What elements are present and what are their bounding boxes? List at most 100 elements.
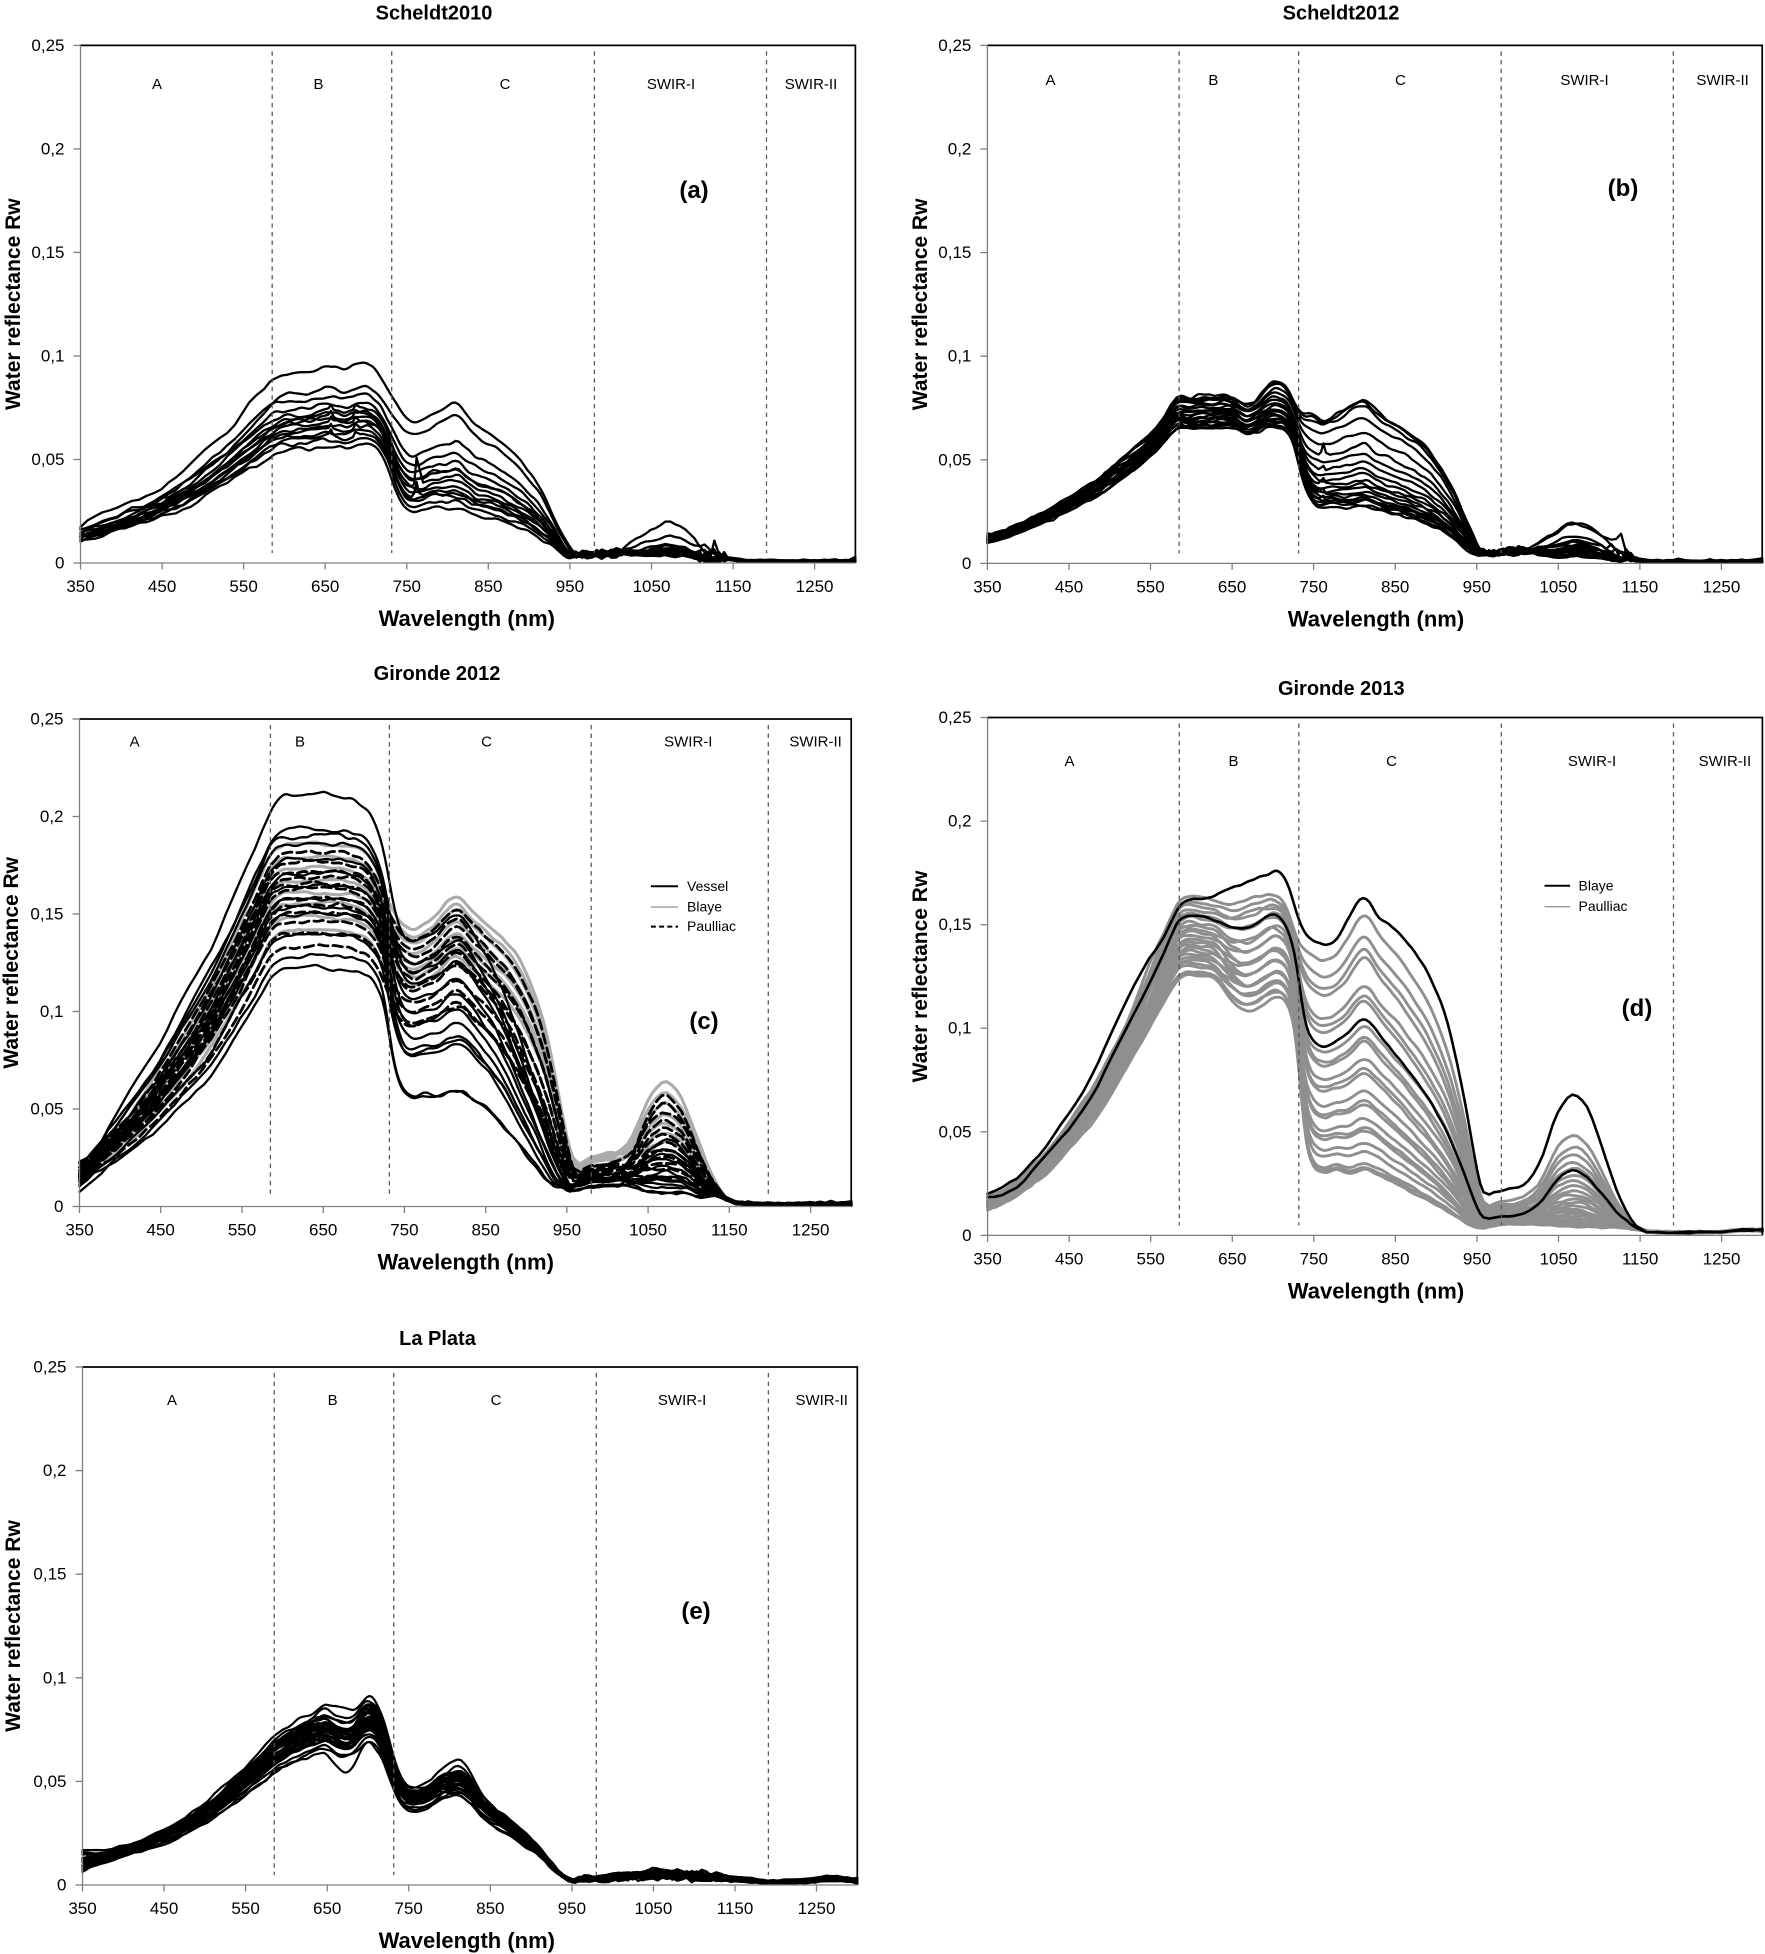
svg-text:SWIR-I: SWIR-I xyxy=(658,1392,706,1409)
svg-text:SWIR-I: SWIR-I xyxy=(647,76,695,93)
svg-text:B: B xyxy=(328,1392,338,1409)
svg-text:850: 850 xyxy=(472,1221,500,1240)
svg-text:650: 650 xyxy=(313,1899,341,1918)
svg-text:0,05: 0,05 xyxy=(31,450,64,469)
svg-text:1150: 1150 xyxy=(1622,1249,1659,1268)
svg-text:Paulliac: Paulliac xyxy=(687,918,736,934)
svg-text:0,2: 0,2 xyxy=(43,1461,67,1480)
svg-text:Water reflectance Rw: Water reflectance Rw xyxy=(2,1520,25,1732)
svg-text:C: C xyxy=(481,734,492,751)
svg-text:550: 550 xyxy=(228,1221,256,1240)
svg-text:0,2: 0,2 xyxy=(41,139,65,158)
svg-text:0,1: 0,1 xyxy=(41,347,65,366)
svg-text:750: 750 xyxy=(390,1221,418,1240)
svg-text:950: 950 xyxy=(1463,577,1491,596)
svg-text:0: 0 xyxy=(54,1197,63,1216)
svg-text:0,25: 0,25 xyxy=(33,1358,66,1377)
svg-text:950: 950 xyxy=(556,577,584,596)
svg-text:SWIR-I: SWIR-I xyxy=(664,734,712,751)
svg-text:350: 350 xyxy=(973,1249,1001,1268)
svg-text:850: 850 xyxy=(1381,1249,1409,1268)
svg-text:450: 450 xyxy=(148,577,176,596)
svg-text:350: 350 xyxy=(68,1899,96,1918)
svg-text:Wavelength (nm): Wavelength (nm) xyxy=(377,1250,553,1275)
svg-text:0,1: 0,1 xyxy=(948,347,972,366)
svg-text:0: 0 xyxy=(962,1226,971,1245)
svg-text:0,15: 0,15 xyxy=(30,905,63,924)
svg-text:750: 750 xyxy=(393,577,421,596)
svg-text:(e): (e) xyxy=(681,1598,710,1625)
svg-text:0,2: 0,2 xyxy=(40,807,64,826)
svg-text:0: 0 xyxy=(962,554,971,573)
svg-text:A: A xyxy=(1045,72,1055,89)
svg-text:0,1: 0,1 xyxy=(40,1002,64,1021)
svg-text:0,05: 0,05 xyxy=(33,1772,66,1791)
svg-text:1250: 1250 xyxy=(1703,1249,1741,1268)
svg-text:950: 950 xyxy=(553,1221,581,1240)
svg-text:1250: 1250 xyxy=(796,577,834,596)
svg-text:650: 650 xyxy=(311,577,339,596)
svg-text:SWIR-II: SWIR-II xyxy=(1696,72,1749,89)
svg-text:550: 550 xyxy=(1137,1249,1165,1268)
svg-text:(d): (d) xyxy=(1622,995,1653,1022)
svg-text:850: 850 xyxy=(474,577,502,596)
svg-text:Gironde 2013: Gironde 2013 xyxy=(1278,678,1405,700)
svg-text:Water reflectance Rw: Water reflectance Rw xyxy=(909,870,932,1082)
svg-text:SWIR-II: SWIR-II xyxy=(785,76,838,93)
svg-text:550: 550 xyxy=(1136,577,1164,596)
svg-text:0: 0 xyxy=(57,1876,66,1895)
svg-text:850: 850 xyxy=(476,1899,504,1918)
svg-text:1050: 1050 xyxy=(1540,1249,1578,1268)
svg-text:B: B xyxy=(313,76,323,93)
svg-text:Scheldt2010: Scheldt2010 xyxy=(376,3,493,25)
svg-text:1150: 1150 xyxy=(715,577,752,596)
svg-text:950: 950 xyxy=(558,1899,586,1918)
svg-text:750: 750 xyxy=(1299,577,1327,596)
svg-text:SWIR-I: SWIR-I xyxy=(1560,72,1608,89)
svg-text:0,15: 0,15 xyxy=(938,243,971,262)
svg-text:0,2: 0,2 xyxy=(948,140,972,159)
svg-text:Water reflectance Rw: Water reflectance Rw xyxy=(909,198,932,410)
svg-text:0,25: 0,25 xyxy=(31,36,64,55)
svg-text:A: A xyxy=(167,1392,177,1409)
svg-text:1250: 1250 xyxy=(798,1899,836,1918)
svg-text:Wavelength (nm): Wavelength (nm) xyxy=(379,1928,555,1953)
svg-text:1050: 1050 xyxy=(633,577,671,596)
svg-text:C: C xyxy=(1395,72,1406,89)
svg-text:0,15: 0,15 xyxy=(31,243,64,262)
svg-text:350: 350 xyxy=(65,1221,93,1240)
svg-text:0,25: 0,25 xyxy=(30,710,63,729)
svg-text:550: 550 xyxy=(229,577,257,596)
svg-text:1150: 1150 xyxy=(711,1221,748,1240)
svg-text:Water reflectance Rw: Water reflectance Rw xyxy=(2,198,25,410)
svg-text:0,15: 0,15 xyxy=(33,1565,66,1584)
svg-text:350: 350 xyxy=(66,577,94,596)
svg-text:1250: 1250 xyxy=(1702,577,1740,596)
svg-text:0,05: 0,05 xyxy=(939,1122,972,1141)
svg-text:650: 650 xyxy=(1218,577,1246,596)
svg-text:450: 450 xyxy=(150,1899,178,1918)
svg-text:A: A xyxy=(1064,753,1074,770)
svg-text:Gironde 2012: Gironde 2012 xyxy=(374,663,501,685)
svg-text:B: B xyxy=(295,734,305,751)
svg-text:La Plata: La Plata xyxy=(399,1328,477,1350)
svg-text:Water reflectance Rw: Water reflectance Rw xyxy=(0,856,23,1068)
svg-text:550: 550 xyxy=(231,1899,259,1918)
svg-text:(b): (b) xyxy=(1608,175,1639,202)
svg-text:0,25: 0,25 xyxy=(938,36,971,55)
svg-text:0: 0 xyxy=(55,554,64,573)
svg-text:1050: 1050 xyxy=(634,1899,672,1918)
svg-text:(a): (a) xyxy=(679,177,708,204)
svg-text:SWIR-II: SWIR-II xyxy=(795,1392,848,1409)
svg-text:C: C xyxy=(500,76,511,93)
svg-text:350: 350 xyxy=(973,577,1001,596)
svg-text:450: 450 xyxy=(1055,577,1083,596)
svg-text:850: 850 xyxy=(1381,577,1409,596)
svg-text:Scheldt2012: Scheldt2012 xyxy=(1283,3,1400,25)
svg-text:C: C xyxy=(491,1392,502,1409)
svg-text:650: 650 xyxy=(1218,1249,1246,1268)
svg-text:(c): (c) xyxy=(689,1008,718,1035)
svg-text:Wavelength (nm): Wavelength (nm) xyxy=(1288,606,1464,631)
svg-text:Paulliac: Paulliac xyxy=(1579,898,1628,914)
svg-text:950: 950 xyxy=(1463,1249,1491,1268)
